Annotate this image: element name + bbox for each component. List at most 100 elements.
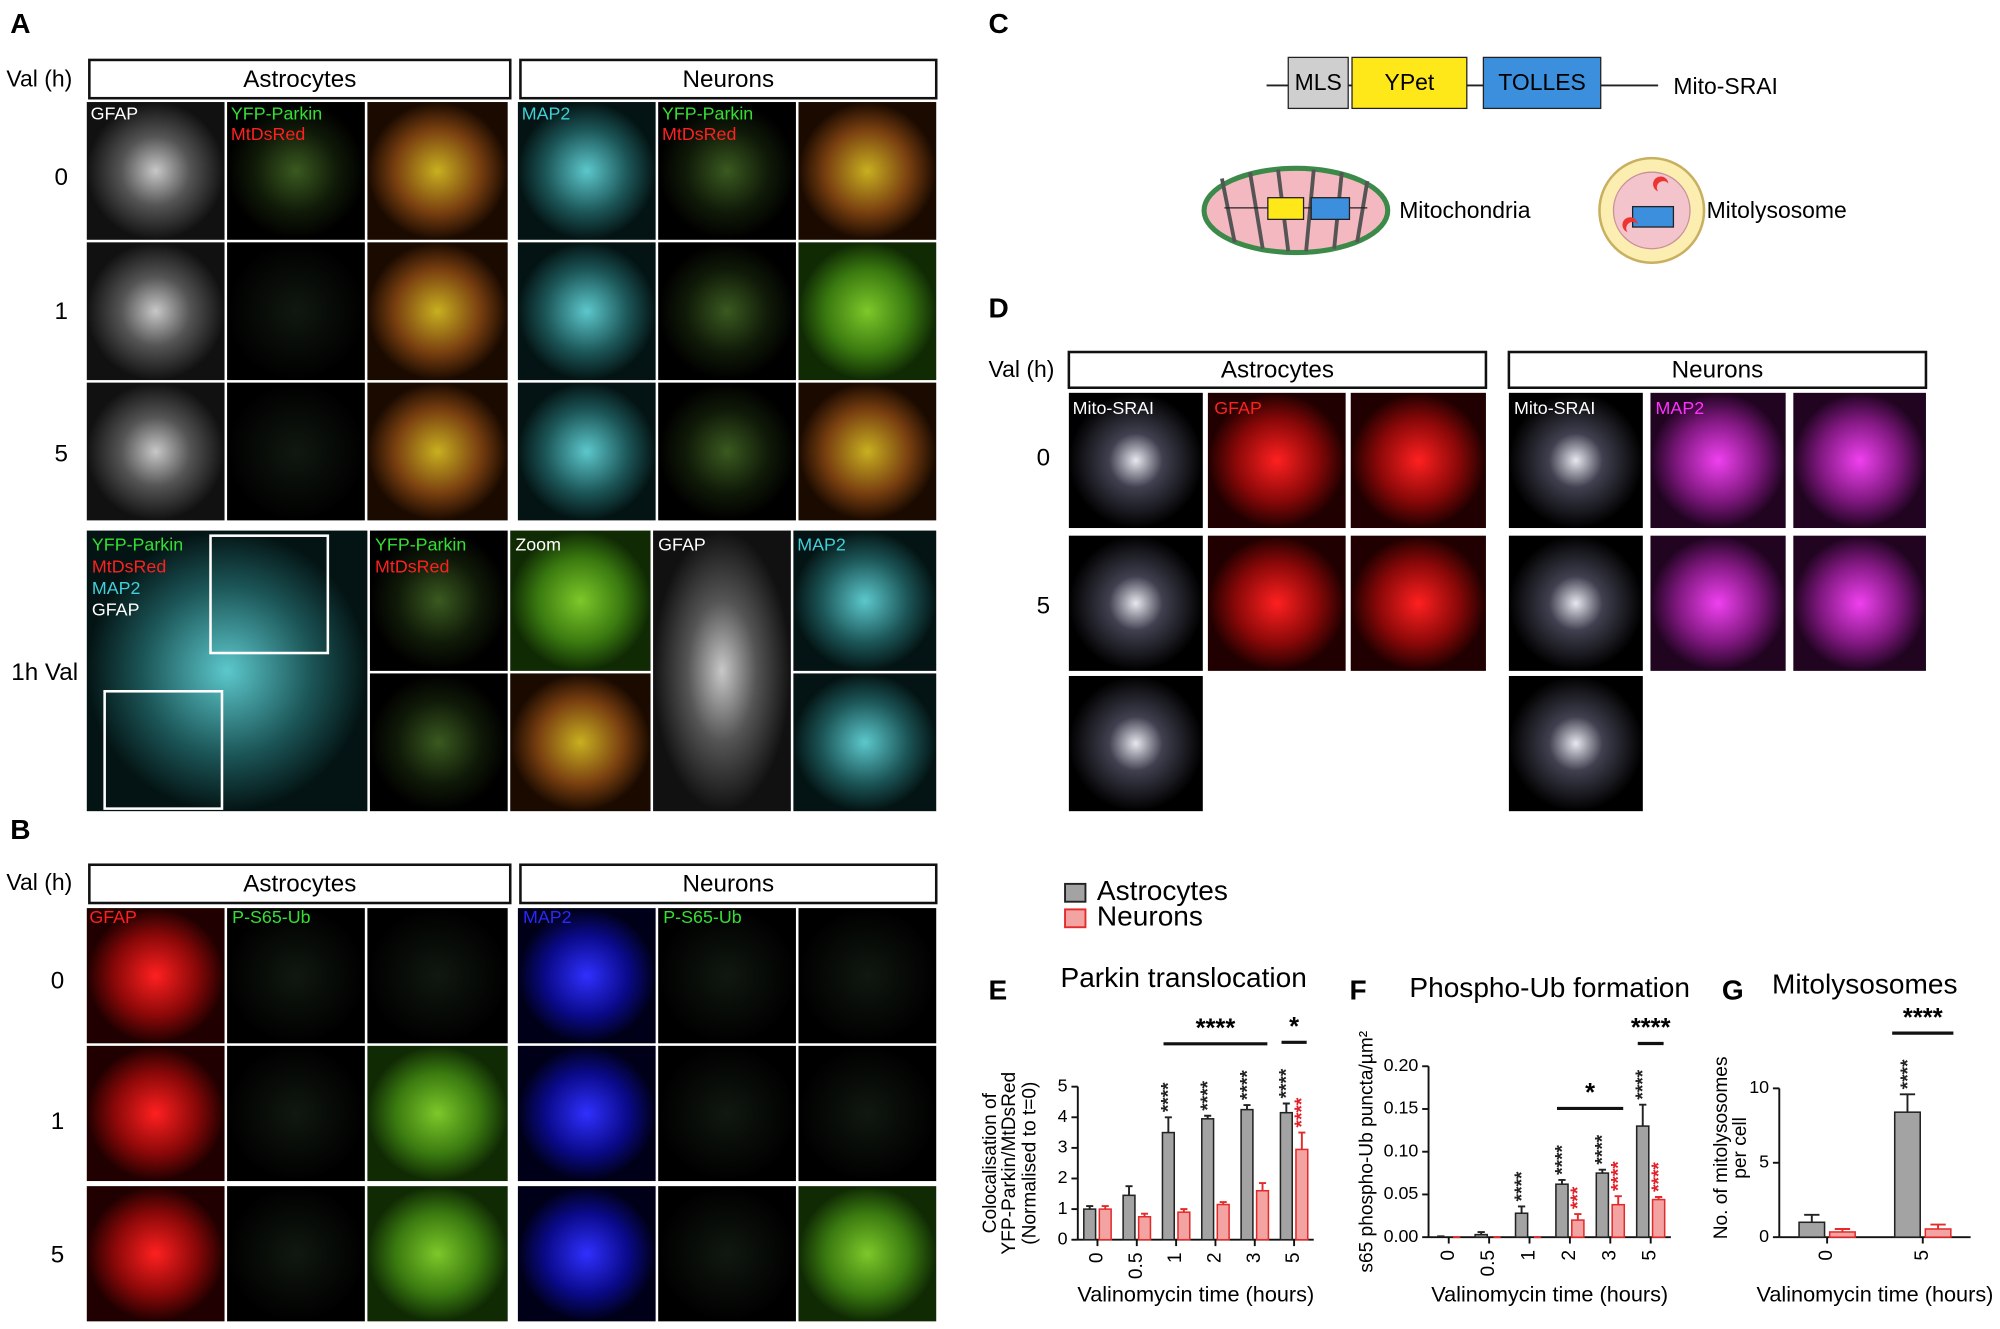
bar: [1201, 1118, 1215, 1241]
y-tick-label: 0.15: [1384, 1098, 1419, 1118]
y-tick-label: 0: [1759, 1226, 1769, 1246]
channel-label: YFP-Parkin: [92, 535, 183, 555]
bar: [1161, 1131, 1176, 1241]
bar: [1240, 1108, 1254, 1241]
micrograph: [86, 908, 225, 1044]
x-tick-label: 0: [1438, 1250, 1459, 1261]
row-heading: Val (h): [6, 869, 72, 895]
micrograph: [227, 1186, 365, 1322]
micrograph: [517, 382, 656, 521]
bar: [1828, 1231, 1856, 1238]
error-bar: [1834, 1228, 1851, 1232]
inset-box: [103, 690, 224, 810]
error-bar: [1517, 1205, 1526, 1214]
micrograph: [86, 1186, 225, 1322]
micrograph: [798, 382, 937, 521]
micrograph: [1793, 535, 1926, 671]
micrograph: [798, 1186, 937, 1322]
row-label: 5: [51, 1242, 64, 1269]
significance: ****: [1292, 1097, 1313, 1127]
x-tick-label: 2: [1559, 1250, 1580, 1261]
legend-label: Neurons: [1097, 901, 1203, 932]
mito-ypet: [1267, 197, 1305, 221]
channel-label: YFP-Parkin: [662, 104, 753, 124]
micrograph: [227, 242, 365, 381]
error-bar: [1899, 1093, 1916, 1113]
channel-label: GFAP: [91, 104, 139, 124]
channel-label: GFAP: [1214, 398, 1262, 418]
bar: [1514, 1212, 1529, 1238]
x-tick-label: 1: [1165, 1252, 1186, 1263]
legend-swatch: [1064, 882, 1087, 903]
box-label: TOLLES: [1498, 69, 1586, 95]
significance: ****: [1277, 1068, 1298, 1098]
error-bar: [1101, 1205, 1109, 1210]
micrograph: [86, 1045, 225, 1182]
header: Neurons: [683, 66, 775, 93]
row-label: 1: [51, 1108, 64, 1135]
x-tick-label: 3: [1599, 1250, 1620, 1261]
y-tick-label: 5: [1759, 1151, 1769, 1171]
channel-label: MAP2: [523, 907, 572, 927]
micrograph: [658, 382, 796, 521]
bar: [1555, 1183, 1569, 1238]
bracket-label: *: [1585, 1079, 1595, 1107]
lyso-tolles: [1631, 205, 1675, 228]
y-tick-label: 0.10: [1384, 1140, 1419, 1160]
bar: [1177, 1211, 1191, 1241]
micrograph: [1650, 392, 1786, 529]
bar: [1651, 1198, 1666, 1238]
micrograph: [798, 102, 937, 240]
diagram-label: Mitolysosome: [1707, 197, 1847, 223]
significance: ****: [1649, 1162, 1670, 1192]
significance: ****: [1512, 1171, 1533, 1201]
micrograph: [367, 242, 508, 381]
y-axis-label: Colocalisation of: [980, 1092, 1001, 1233]
significance: ****: [1552, 1144, 1573, 1174]
x-tick-label: 5: [1640, 1250, 1661, 1261]
row-label: 5: [1037, 593, 1050, 620]
bar: [1255, 1189, 1270, 1241]
y-tick-label: 0: [1058, 1228, 1068, 1248]
x-tick-label: 1: [1519, 1250, 1540, 1261]
x-tick-label: 0.5: [1126, 1252, 1147, 1279]
micrograph: [367, 382, 508, 521]
panel-letter: E: [989, 975, 1008, 1006]
channel-label: MAP2: [797, 535, 846, 555]
micrograph: [1068, 675, 1203, 812]
ypet-box: [1351, 56, 1468, 110]
header: Neurons: [683, 871, 775, 898]
channel-label: MtDsRed: [375, 556, 449, 576]
bracket-label: ****: [1903, 1004, 1943, 1032]
channel-label: Zoom: [515, 535, 561, 555]
micrograph: [369, 673, 508, 812]
error-bar: [1477, 1231, 1485, 1235]
micrograph: [793, 530, 937, 671]
error-bar: [1930, 1223, 1946, 1229]
panel-letter: A: [10, 8, 30, 39]
y-axis-label: per cell: [1730, 1117, 1751, 1179]
header-box: [1067, 350, 1488, 390]
panel-letter: G: [1722, 975, 1744, 1006]
error-bar: [1086, 1205, 1094, 1210]
significance: ***: [1568, 1186, 1589, 1209]
micrograph: [227, 102, 365, 240]
row-heading: Val (h): [6, 65, 72, 91]
error-bar: [1141, 1212, 1149, 1217]
micrograph: [1207, 535, 1346, 671]
y-tick-label: 2: [1058, 1167, 1068, 1187]
row-label: 1: [55, 298, 68, 325]
micrograph: [1068, 392, 1203, 529]
micrograph: [517, 1045, 656, 1182]
channel-label: P-S65-Ub: [663, 907, 741, 927]
micrograph: [1650, 535, 1786, 671]
y-tick-label: 10: [1749, 1077, 1769, 1097]
mito-tolles: [1310, 197, 1351, 221]
significance: ****: [1159, 1082, 1180, 1112]
error-bar: [1598, 1168, 1606, 1174]
bar: [1279, 1111, 1293, 1241]
channel-label: MtDsRed: [662, 124, 736, 144]
panel-letter: C: [989, 8, 1009, 39]
chart-title: Parkin translocation: [1060, 962, 1306, 993]
